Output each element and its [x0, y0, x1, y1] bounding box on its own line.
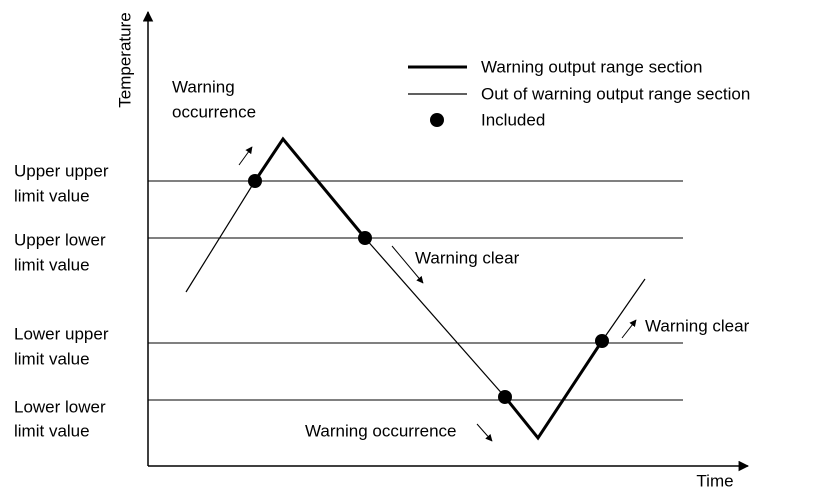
annotation-arrow	[621, 319, 637, 339]
legend-label: Warning output range section	[481, 57, 702, 76]
included-point	[595, 334, 609, 348]
legend-dot	[430, 113, 444, 127]
annotation-arrows	[238, 146, 637, 442]
annotation: Warning clear	[645, 316, 750, 335]
threshold-lines	[148, 180, 683, 401]
annotation: Warning occurrence	[305, 421, 457, 440]
included-point	[358, 231, 372, 245]
annotation-arrow	[238, 146, 253, 166]
legend-label: Out of warning output range section	[481, 84, 750, 103]
annotation: occurrence	[172, 102, 256, 121]
included-points	[248, 174, 609, 404]
legend-label: Included	[481, 110, 545, 129]
curve	[185, 136, 646, 441]
thick-segment	[253, 136, 367, 239]
thin-segment	[601, 278, 646, 342]
annotation-arrow	[391, 245, 424, 284]
thick-segment	[503, 340, 604, 441]
included-point	[248, 174, 262, 188]
threshold-label: Lower lower	[14, 397, 106, 416]
thin-segment	[364, 237, 506, 398]
annotation: Warning clear	[415, 248, 520, 267]
threshold-label: limit value	[14, 421, 90, 440]
annotation-arrow	[476, 423, 493, 442]
threshold-label: limit value	[14, 186, 90, 205]
thin-segment	[185, 180, 256, 293]
threshold-label: limit value	[14, 255, 90, 274]
included-point	[498, 390, 512, 404]
threshold-label: Lower upper	[14, 324, 109, 343]
threshold-label: Upper lower	[14, 230, 106, 249]
threshold-label: Upper upper	[14, 161, 109, 180]
x-axis-label: Time	[696, 471, 733, 490]
y-axis-label: Temperature	[115, 12, 134, 107]
threshold-label: limit value	[14, 349, 90, 368]
annotation: Warning	[172, 77, 235, 96]
